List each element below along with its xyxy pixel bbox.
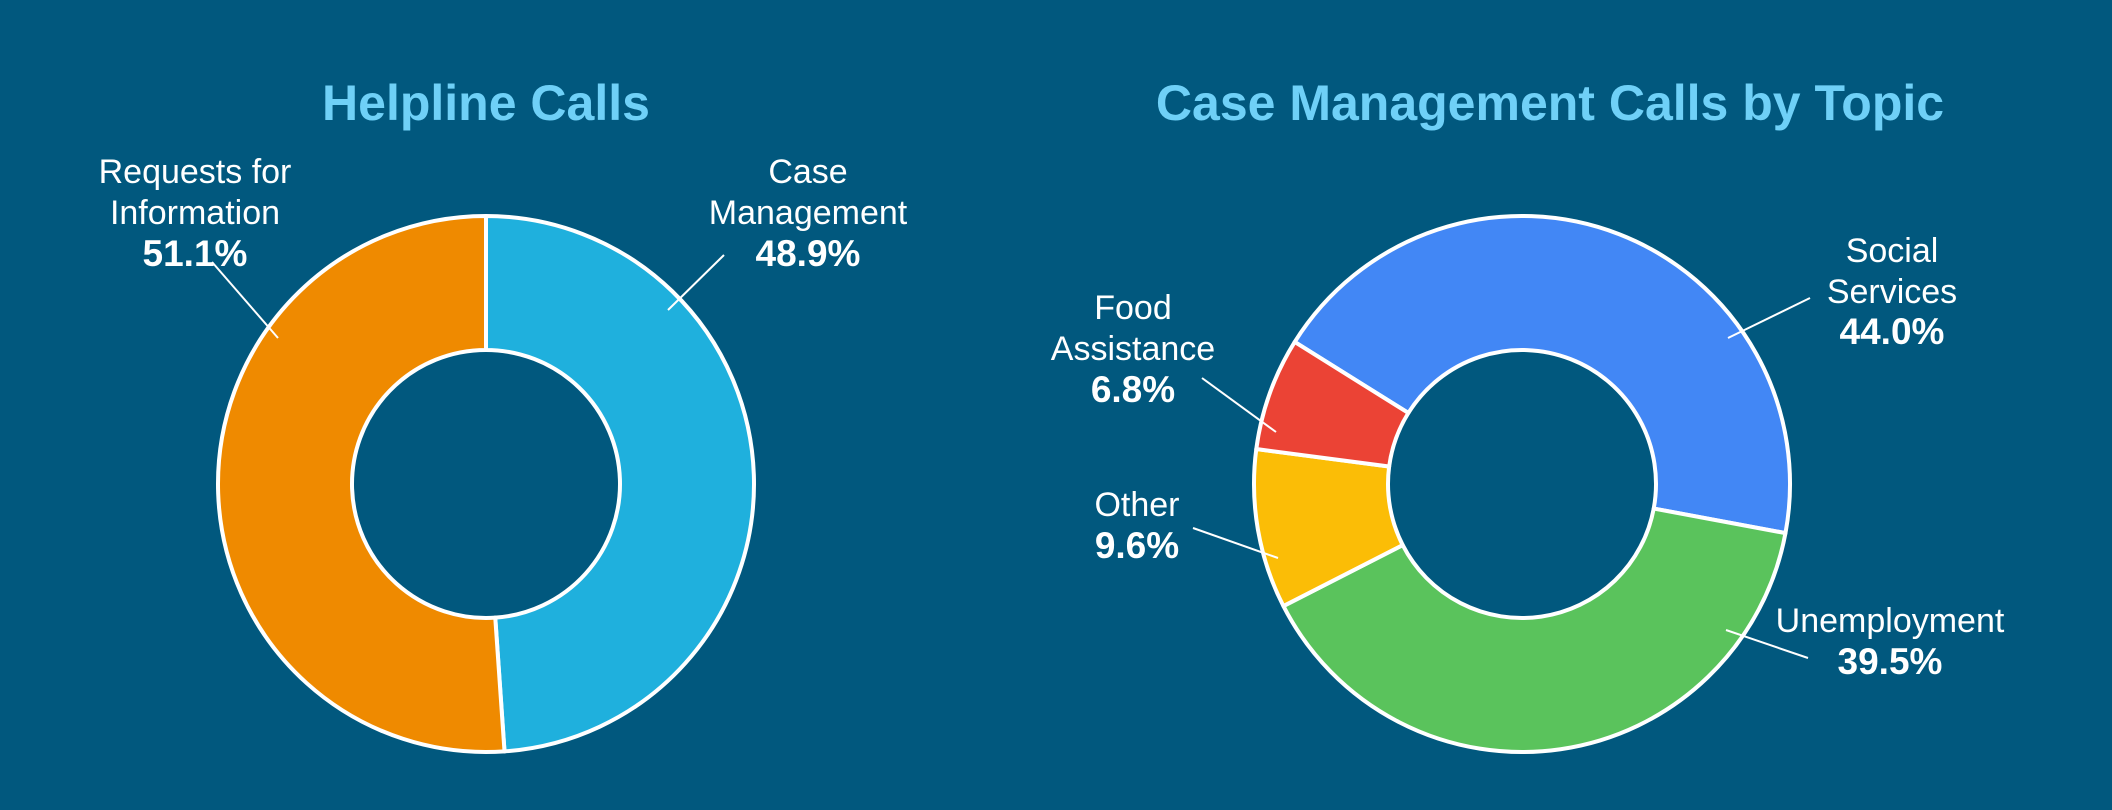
slice-food-assistance <box>1254 339 1411 469</box>
leader-line <box>1727 297 1811 339</box>
value-label: 39.5% <box>1838 641 1943 682</box>
value-label: 51.1% <box>143 233 248 274</box>
label-line: Unemployment <box>1776 602 2005 640</box>
value-label: 9.6% <box>1095 525 1179 566</box>
slice-case-management <box>484 214 756 754</box>
slice-label-requests-for-information: Requests for Information 51.1% <box>99 153 292 339</box>
leader-line <box>1192 527 1279 559</box>
label-line: Social <box>1846 232 1939 270</box>
case-management-topics-chart: Case Management Calls by Topic Social Se… <box>1051 75 2005 754</box>
chart-title: Helpline Calls <box>322 75 650 131</box>
leader-line <box>211 261 279 339</box>
label-line: Services <box>1827 273 1957 311</box>
slice-unemployment <box>1281 506 1788 754</box>
slice-label-food-assistance: Food Assistance 6.8% <box>1051 289 1277 433</box>
helpline-calls-chart: Helpline Calls Case Management 48.9% Req… <box>99 75 908 754</box>
slice-label-other: Other 9.6% <box>1094 486 1279 566</box>
label-line: Food <box>1094 289 1172 327</box>
value-label: 44.0% <box>1840 311 1945 352</box>
leader-line <box>1725 629 1809 659</box>
leader-line <box>1201 377 1277 433</box>
slice-label-case-management: Case Management 48.9% <box>667 153 908 311</box>
label-line: Information <box>110 194 280 232</box>
slice-social-services <box>1292 214 1792 536</box>
leader-line <box>667 254 725 311</box>
slices <box>216 214 756 754</box>
chart-title: Case Management Calls by Topic <box>1156 75 1944 131</box>
value-label: 6.8% <box>1091 369 1175 410</box>
label-line: Other <box>1094 486 1179 524</box>
label-line: Requests for <box>99 153 292 191</box>
label-line: Assistance <box>1051 330 1215 368</box>
value-label: 48.9% <box>756 233 861 274</box>
slice-label-unemployment: Unemployment 39.5% <box>1725 602 2005 682</box>
label-line: Case <box>768 153 847 191</box>
slice-requests-for-information <box>216 214 507 754</box>
label-line: Management <box>709 194 908 232</box>
slice-label-social-services: Social Services 44.0% <box>1727 232 1957 352</box>
slices <box>1252 214 1792 754</box>
